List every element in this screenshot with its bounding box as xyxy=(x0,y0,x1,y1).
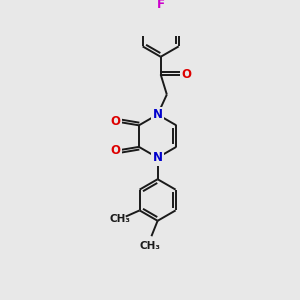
Text: O: O xyxy=(181,68,191,81)
Text: O: O xyxy=(111,115,121,128)
Text: N: N xyxy=(153,108,163,121)
Text: CH₃: CH₃ xyxy=(140,241,160,251)
Text: F: F xyxy=(157,0,165,11)
Text: CH₃: CH₃ xyxy=(109,214,130,224)
Text: O: O xyxy=(111,144,121,157)
Text: N: N xyxy=(153,151,163,164)
